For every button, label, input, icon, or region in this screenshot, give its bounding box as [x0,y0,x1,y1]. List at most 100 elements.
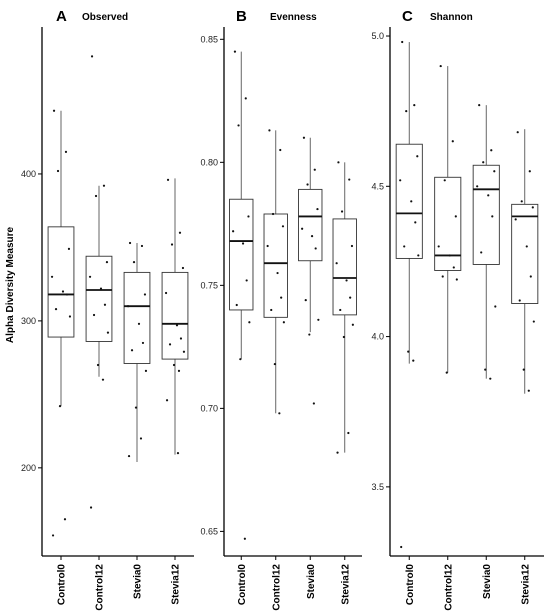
data-point [241,242,245,245]
x-tick-label: Control0 [57,564,68,606]
data-point [441,275,444,278]
data-point [92,313,96,317]
data-point [490,149,493,152]
y-tick-label: 400 [21,169,36,179]
data-point [248,321,251,324]
data-point [455,278,458,281]
panel-title-observed: Observed [82,12,128,23]
data-point [306,183,309,186]
x-tick-label: Stevia12 [520,564,531,605]
data-point [342,335,345,339]
data-point [528,170,531,173]
x-tick-label: Stevia0 [306,564,317,599]
panel-letter-b: B [236,8,247,25]
y-tick-label: 4.5 [371,181,384,191]
box-iqr [229,198,254,311]
data-point [407,350,410,353]
data-point [268,129,271,132]
data-point [335,262,338,265]
data-point [52,109,56,112]
data-point [170,243,174,246]
data-point [50,275,54,278]
x-tick-label: Stevia12 [340,564,351,605]
y-tick-label: 200 [21,463,36,473]
data-point [527,389,530,392]
data-point [56,169,60,173]
panel-shannon-plot: 3.5 4.0 4.5 5.0 Control0 Control12 Stevia0 Stev… [371,27,544,611]
data-point [273,362,276,366]
data-point [413,104,416,107]
data-point [176,452,180,455]
data-point [301,227,304,230]
data-point [143,293,147,296]
data-point [141,341,145,345]
data-point [525,245,528,248]
data-point [179,337,183,340]
box-iqr [511,203,539,304]
y-tick-label: 300 [21,316,36,326]
y-tick-label: 4.0 [371,332,384,342]
data-point [68,315,72,318]
data-point [244,97,247,100]
data-point [165,399,169,402]
data-point [280,296,283,299]
data-point [271,212,275,216]
data-point [484,368,487,371]
data-point [88,275,92,278]
data-point [106,331,110,334]
data-point [232,230,235,233]
x-tick-label: Control12 [443,564,454,611]
data-point [337,161,340,164]
data-point [132,261,136,264]
data-point [144,369,148,372]
y-axis-label: Alpha Diversity Measure [5,226,16,343]
data-point [317,318,320,321]
data-point [491,215,494,218]
panel-evenness: B Evenness [236,8,317,25]
data-point [451,140,454,143]
data-point [443,179,446,182]
data-point [61,290,65,293]
data-point [99,287,103,290]
data-point [312,402,315,405]
x-tick-label: Control12 [95,564,106,611]
data-point [233,50,237,53]
data-point [302,136,306,139]
box-iqr [47,226,75,338]
data-point [177,369,181,372]
box-iqr [161,271,189,360]
data-point [529,275,532,278]
data-point [405,110,408,113]
data-point [304,299,307,302]
y-tick-label: 0.80 [200,157,218,167]
data-point [489,377,492,380]
data-point [168,343,172,346]
x-tick-label: Stevia0 [482,564,493,599]
data-point [64,150,68,154]
data-point [399,179,402,182]
data-point [437,245,440,248]
data-point [166,178,170,181]
box-iqr [85,255,113,342]
data-point [65,293,69,296]
data-point [58,405,62,408]
x-tick-label: Control0 [237,564,248,606]
x-tick-label: Stevia12 [171,564,182,605]
data-point [336,451,339,454]
panel-observed: A Observed [56,8,128,25]
box-iqr [332,218,357,316]
data-point [518,299,521,302]
data-point [314,247,317,250]
data-point [278,412,281,415]
data-point [494,305,497,308]
data-point [96,363,100,367]
panel-title-shannon: Shannon [430,12,473,23]
data-point [349,296,352,299]
data-point [245,279,248,282]
data-point [482,161,485,164]
data-point [139,437,143,440]
data-point [172,363,176,367]
data-point [339,308,342,312]
panel-letter-a: A [56,8,67,25]
